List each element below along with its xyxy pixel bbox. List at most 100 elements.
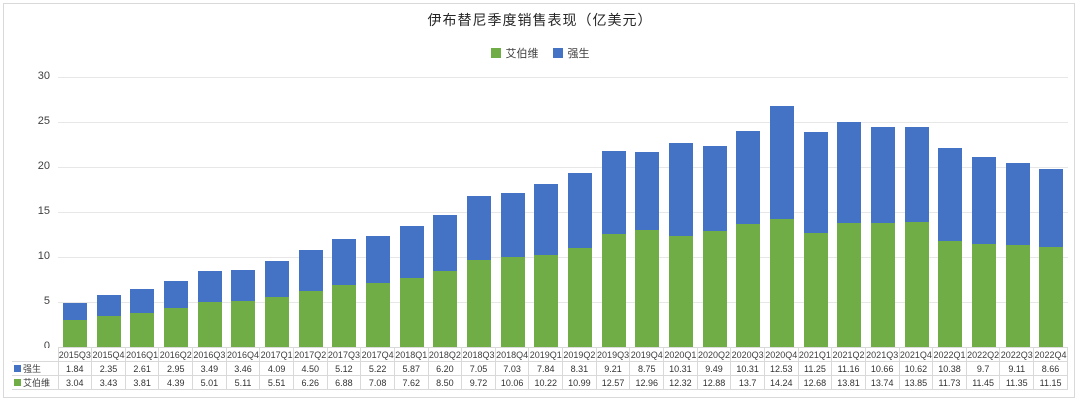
bar-segment-jnj-2021Q1 (803, 131, 828, 233)
bar-stack-2017Q4 (365, 236, 390, 347)
gridline-25 (58, 122, 1068, 123)
bar-group-2020Q4 (765, 77, 799, 347)
bar-group-2022Q4 (1034, 77, 1068, 347)
table-cell-abbvie-2015Q3: 3.04 (58, 375, 93, 390)
bar-segment-jnj-2018Q1 (399, 225, 424, 279)
table-header-cell-2016Q1: 2016Q1 (125, 347, 160, 362)
gridline-30 (58, 77, 1068, 78)
legend-swatch-abbvie (490, 48, 501, 58)
bar-segment-abbvie-2017Q1 (264, 297, 289, 347)
table-cell-abbvie-2017Q1: 5.51 (259, 375, 294, 390)
bar-segment-jnj-2022Q3 (1005, 162, 1030, 245)
table-cell-jnj-2017Q2: 4.50 (293, 361, 328, 376)
table-cell-abbvie-2022Q4: 11.15 (1033, 375, 1068, 390)
table-cell-abbvie-2022Q2: 11.45 (966, 375, 1001, 390)
bars-container (58, 77, 1068, 347)
bar-segment-jnj-2019Q4 (635, 151, 660, 231)
table-cell-abbvie-2020Q4: 14.24 (764, 375, 799, 390)
bar-segment-abbvie-2021Q1 (803, 232, 828, 347)
bar-segment-jnj-2018Q2 (433, 214, 458, 271)
bar-group-2022Q2 (967, 77, 1001, 347)
table-header-cell-2019Q4: 2019Q4 (629, 347, 665, 362)
table-cell-jnj-2021Q2: 11.16 (831, 361, 866, 376)
table-cell-abbvie-2017Q3: 6.88 (327, 375, 362, 390)
bar-segment-abbvie-2016Q1 (130, 312, 155, 347)
table-header-cell-2019Q2: 2019Q2 (562, 347, 597, 362)
table-cell-jnj-2021Q4: 10.62 (899, 361, 934, 376)
bar-segment-jnj-2019Q2 (567, 173, 592, 249)
table-header-cell-2020Q2: 2020Q2 (697, 347, 732, 362)
bar-segment-abbvie-2022Q3 (1005, 244, 1030, 347)
bar-group-2016Q2 (159, 77, 193, 347)
bar-stack-2018Q4 (500, 193, 525, 347)
bar-segment-abbvie-2021Q4 (904, 222, 929, 347)
bar-segment-jnj-2018Q4 (500, 193, 525, 257)
legend-item-jnj: 强生 (552, 45, 590, 61)
table-cell-jnj-2020Q4: 12.53 (764, 361, 799, 376)
y-tick-label-25: 25 (37, 115, 50, 127)
bar-stack-2020Q4 (769, 106, 794, 347)
bar-segment-abbvie-2022Q2 (971, 244, 996, 347)
bar-stack-2019Q2 (567, 173, 592, 347)
table-cell-jnj-2018Q4: 7.03 (495, 361, 530, 376)
bar-group-2016Q1 (125, 77, 159, 347)
table-cell-abbvie-2021Q2: 13.81 (831, 375, 866, 390)
table-header-cell-2017Q3: 2017Q3 (327, 347, 362, 362)
bar-segment-abbvie-2016Q3 (197, 301, 222, 347)
bar-segment-jnj-2017Q4 (365, 236, 390, 284)
row-label-jnj: 强生 (12, 361, 59, 376)
bar-segment-abbvie-2019Q3 (601, 233, 626, 347)
bar-group-2015Q3 (58, 77, 92, 347)
table-cell-jnj-2017Q1: 4.09 (259, 361, 294, 376)
bar-segment-jnj-2018Q3 (466, 196, 491, 260)
table-header-cell-2021Q2: 2021Q2 (831, 347, 866, 362)
bar-group-2017Q1 (260, 77, 294, 347)
bar-stack-2015Q3 (62, 303, 87, 347)
bar-segment-abbvie-2019Q1 (534, 255, 559, 347)
bar-stack-2019Q1 (534, 184, 559, 347)
table-cell-abbvie-2021Q3: 13.74 (865, 375, 900, 390)
bar-group-2018Q4 (496, 77, 530, 347)
table-row-jnj: 强生 1.84 2.35 2.61 2.95 3.49 3.46 4.09 4.50 5.12 5.… (12, 361, 1068, 376)
table-cell-jnj-2021Q3: 10.66 (865, 361, 900, 376)
table-cell-abbvie-2016Q4: 5.11 (226, 375, 261, 390)
table-cell-jnj-2017Q4: 5.22 (360, 361, 395, 376)
chart-title: 伊布替尼季度销售表现（亿美元） (427, 12, 653, 28)
bar-group-2018Q3 (462, 77, 496, 347)
table-header-cell-2021Q3: 2021Q3 (865, 347, 900, 362)
table-cell-jnj-2022Q1: 10.38 (932, 361, 967, 376)
table-header-cell-2018Q4: 2018Q4 (495, 347, 530, 362)
bar-segment-abbvie-2021Q3 (870, 223, 895, 347)
legend-swatch-jnj (552, 48, 563, 58)
table-cell-abbvie-2022Q1: 11.73 (932, 375, 967, 390)
bar-stack-2015Q4 (96, 294, 121, 347)
bar-group-2017Q2 (294, 77, 328, 347)
bar-segment-abbvie-2022Q1 (938, 241, 963, 347)
table-cell-abbvie-2018Q3: 9.72 (461, 375, 496, 390)
data-table: 2015Q3 2015Q4 2016Q1 2016Q2 2016Q3 2016Q4 2017… (12, 347, 1068, 390)
bar-stack-2016Q1 (130, 289, 155, 347)
table-cell-jnj-2016Q1: 2.61 (125, 361, 160, 376)
bar-stack-2016Q3 (197, 270, 222, 347)
y-tick-label-30: 30 (37, 70, 50, 82)
y-tick-label-0: 0 (43, 340, 50, 352)
table-cell-abbvie-2018Q2: 8.50 (428, 375, 463, 390)
table-cell-jnj-2015Q4: 2.35 (91, 361, 126, 376)
bar-segment-jnj-2021Q4 (904, 126, 929, 223)
plot-area (58, 77, 1068, 347)
bar-stack-2019Q3 (601, 151, 626, 347)
table-cell-jnj-2019Q4: 8.75 (629, 361, 665, 376)
table-header-cell-2019Q3: 2019Q3 (596, 347, 631, 362)
table-cell-jnj-2018Q1: 5.87 (394, 361, 429, 376)
bar-segment-jnj-2021Q2 (837, 122, 862, 223)
bar-stack-2020Q3 (736, 130, 761, 347)
bar-segment-jnj-2022Q1 (938, 148, 963, 242)
bar-segment-jnj-2020Q4 (769, 106, 794, 219)
bar-group-2018Q2 (428, 77, 462, 347)
table-cell-jnj-2015Q3: 1.84 (58, 361, 93, 376)
table-cell-abbvie-2019Q3: 12.57 (596, 375, 631, 390)
table-header-cell-2020Q1: 2020Q1 (663, 347, 698, 362)
bar-segment-jnj-2016Q4 (231, 269, 256, 301)
table-header-cell-2019Q1: 2019Q1 (528, 347, 564, 362)
